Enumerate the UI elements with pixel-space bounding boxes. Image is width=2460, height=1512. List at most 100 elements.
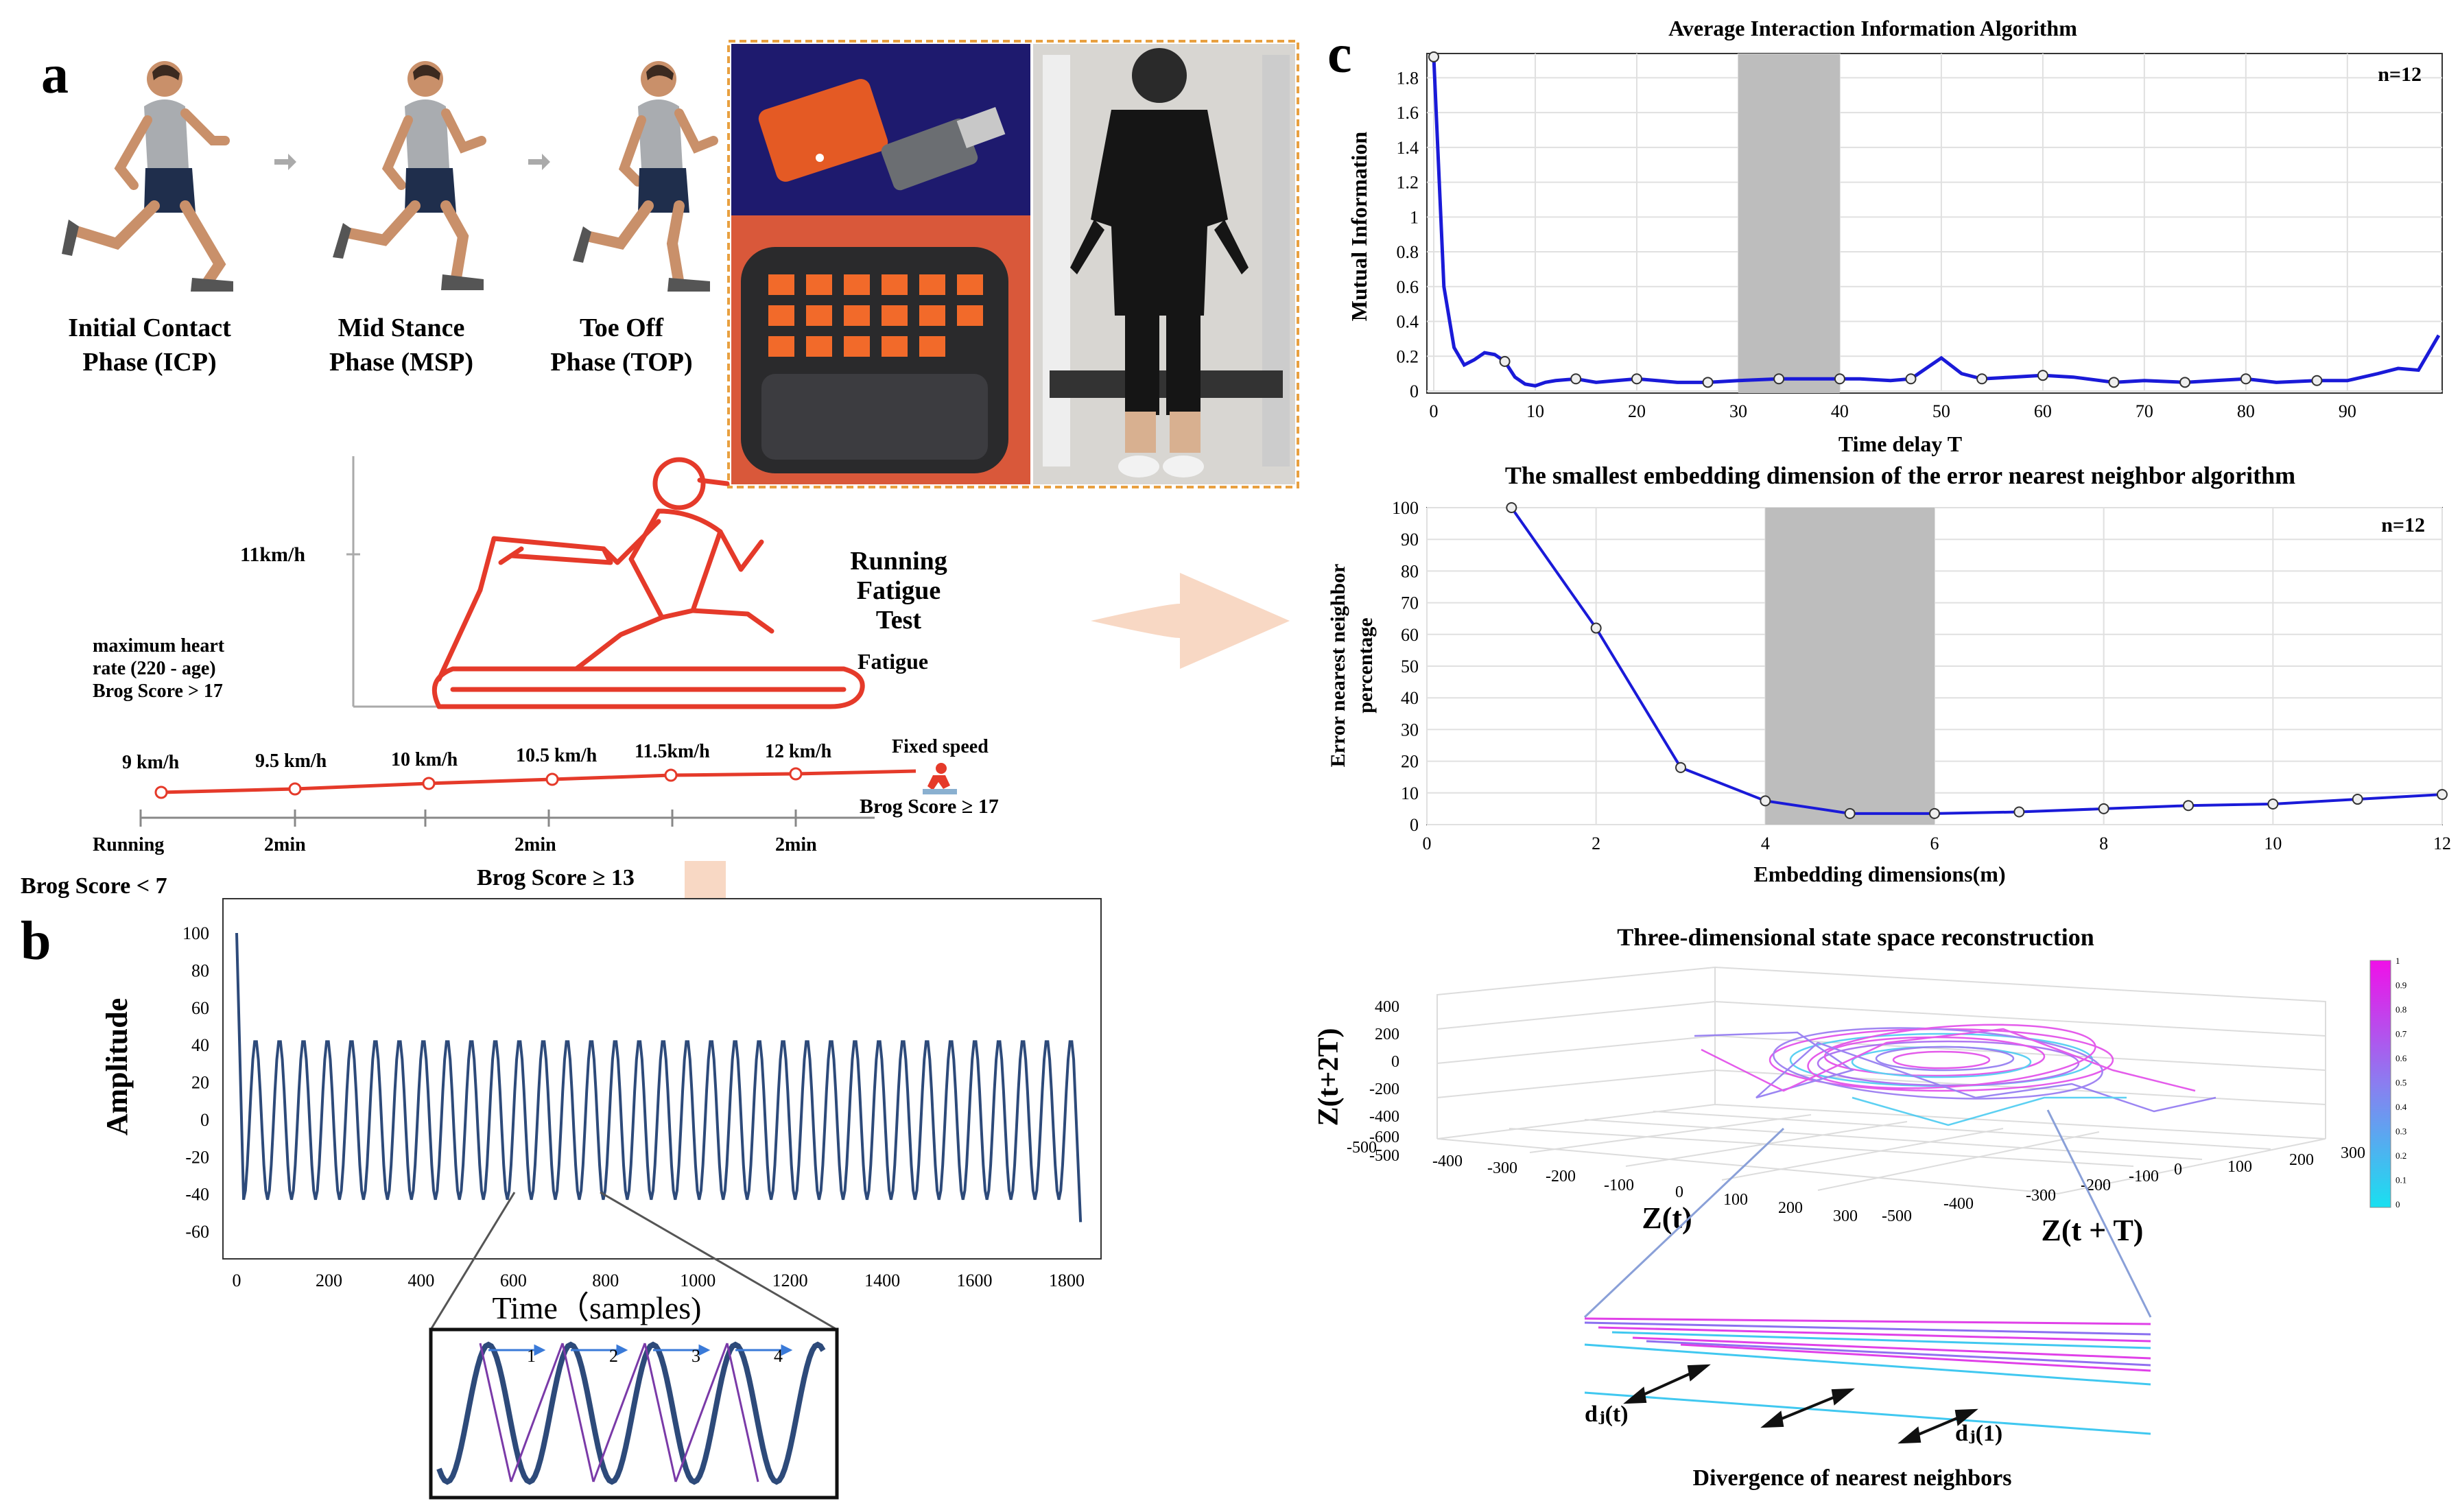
fnn-plot-xlabel: Embedding dimensions(m) [1753, 862, 2005, 886]
arrow-icon [528, 154, 550, 170]
phase-space-ylabel: Z(t + T) [2042, 1214, 2144, 1247]
arrow-icon [274, 154, 296, 170]
ps-xtick-4: -200 [1546, 1168, 1576, 1185]
test-title-line1: Running [850, 547, 947, 576]
mi-xtick: 10 [1526, 401, 1544, 421]
phase-msp-line1: Mid Stance [338, 314, 465, 342]
mi-marker [1428, 51, 1439, 62]
signal-ytick: 100 [182, 923, 209, 943]
signal-xtick: 400 [407, 1271, 434, 1290]
zoom-label-3: 3 [691, 1346, 700, 1366]
divergence-inset: dⱼ(t) dⱼ(1) Divergence of nearest neighb… [1583, 1109, 2152, 1491]
right-arrow-icon [1091, 573, 1290, 669]
phase-top-line1: Toe Off [580, 314, 664, 342]
test-title-line2: Fatigue [857, 576, 941, 605]
mi-xtick: 50 [1932, 401, 1950, 421]
phase-icp-line2: Phase (ICP) [82, 348, 216, 377]
mi-xtick: 40 [1831, 401, 1849, 421]
signal-ytick: -40 [185, 1185, 209, 1205]
dj-1-label: dⱼ(1) [1955, 1421, 2002, 1446]
mi-ytick: 0.6 [1397, 277, 1419, 297]
zoom-label-4: 4 [774, 1346, 783, 1366]
fnn-ytick: 20 [1401, 752, 1419, 772]
ps-ztick: 400 [1375, 998, 1399, 1016]
colorbar-tick: 0.6 [2396, 1053, 2407, 1063]
sensor-photo [727, 40, 1299, 488]
fnn-marker [1506, 502, 1517, 513]
fnn-shaded-region [1765, 508, 1935, 825]
ps-ztick: -200 [1369, 1080, 1399, 1098]
mi-marker [2311, 375, 2323, 386]
mi-marker [1905, 373, 1917, 385]
mi-series-line [1432, 56, 2441, 388]
ps-xtick-7: 100 [1723, 1191, 1748, 1209]
signal-xtick: 1400 [864, 1271, 900, 1290]
signal-ytick: 0 [200, 1110, 209, 1130]
speed-3: 10 km/h [391, 749, 458, 770]
signal-xtick: 200 [316, 1271, 342, 1290]
mi-plot: Average Interaction Information Algorith… [1347, 16, 2443, 456]
mi-ytick: 0 [1410, 381, 1419, 401]
fnn-marker [1760, 795, 1771, 807]
heart-rate-note-line2: rate (220 - age) [93, 658, 216, 679]
panel-label-b: b [21, 911, 51, 971]
colorbar-tick: 1 [2396, 956, 2400, 966]
signal-ytick: -20 [185, 1147, 209, 1167]
fnn-marker [2352, 794, 2363, 805]
speed-5: 11.5km/h [635, 741, 710, 762]
phase-label-2min-b: 2min [515, 834, 556, 855]
mi-shaded-region [1738, 54, 1840, 393]
signal-xtick: 600 [500, 1271, 527, 1290]
colorbar-tick: 0.2 [2396, 1150, 2406, 1161]
signal-xtick: 1000 [680, 1271, 715, 1290]
mi-plot-title: Average Interaction Information Algorith… [1668, 16, 2077, 40]
panel-label-a: a [41, 45, 69, 105]
runner-top-illustration [573, 61, 718, 292]
signal-series-line [235, 932, 1083, 1222]
ps-xtick-1: -500 [1347, 1139, 1377, 1157]
speed-6: 12 km/h [765, 741, 832, 762]
mi-marker [1976, 373, 1988, 385]
speed-4: 10.5 km/h [516, 745, 598, 766]
attractor-trajectories [1694, 1024, 2216, 1126]
mi-marker [2179, 377, 2191, 388]
phase-top-line2: Phase (TOP) [550, 348, 692, 377]
signal-xtick: 1600 [957, 1271, 993, 1290]
phase-label-2min-a: 2min [264, 834, 306, 855]
ps-ytick-6: 0 [2174, 1161, 2182, 1179]
fnn-xtick: 4 [1761, 834, 1770, 853]
mi-xtick: 90 [2339, 401, 2356, 421]
phase-space-title: Three-dimensional state space reconstruc… [1617, 923, 2094, 951]
mi-plot-xlabel: Time delay T [1838, 432, 1962, 456]
signal-ytick: 40 [191, 1035, 209, 1055]
fnn-marker [1929, 807, 1940, 819]
colorbar-tick: 0.4 [2396, 1102, 2407, 1112]
fnn-marker [2437, 789, 2448, 801]
fnn-ytick: 40 [1401, 688, 1419, 708]
fnn-ytick: 100 [1392, 498, 1419, 518]
dj-t-label: dⱼ(t) [1585, 1402, 1629, 1427]
mi-xtick: 30 [1729, 401, 1747, 421]
fnn-xtick: 2 [1592, 834, 1600, 853]
fnn-plot: The smallest embedding dimension of the … [1327, 462, 2451, 886]
colorbar-tick: 0.3 [2396, 1126, 2406, 1137]
mi-marker [2037, 370, 2048, 381]
treadmill-runner-illustration [431, 457, 865, 709]
fnn-series-line [1510, 506, 2443, 815]
mi-marker [1499, 355, 1511, 367]
mi-marker [1834, 373, 1845, 385]
fixed-speed-label: Fixed speed [892, 736, 989, 757]
fnn-xtick: 8 [2099, 834, 2108, 853]
signal-xtick: 0 [233, 1271, 241, 1290]
signal-xtick: 1800 [1049, 1271, 1085, 1290]
fnn-xtick: 6 [1930, 834, 1939, 853]
signal-plot-xlabel: Time（samples) [493, 1290, 702, 1325]
mi-ytick: 0.4 [1397, 312, 1419, 332]
fnn-marker [2013, 806, 2025, 818]
phase-space-zlabel: Z(t+2T) [1313, 1028, 1345, 1126]
speed-2: 9.5 km/h [255, 751, 327, 772]
mi-xtick: 20 [1628, 401, 1646, 421]
zoom-label-1: 1 [527, 1346, 536, 1366]
